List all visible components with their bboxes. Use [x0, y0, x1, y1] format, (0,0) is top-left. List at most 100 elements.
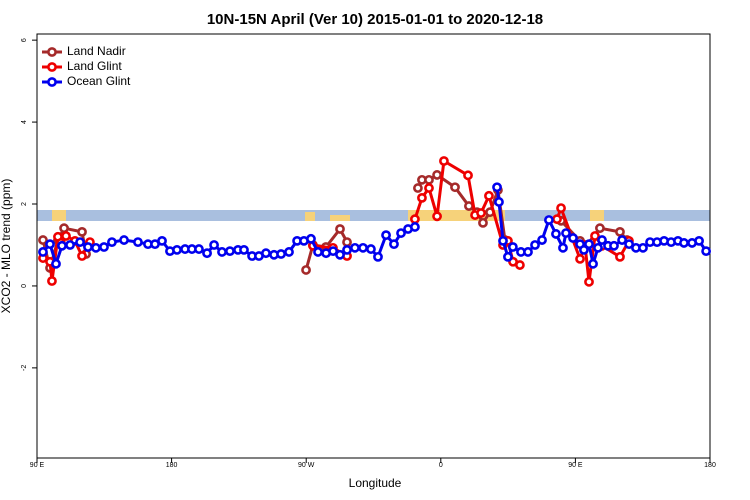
- plot-box: [36, 33, 711, 459]
- point: [579, 244, 589, 255]
- map-strip-land: [408, 210, 505, 221]
- point: [157, 235, 167, 246]
- point: [358, 242, 368, 253]
- point: [77, 226, 87, 237]
- point: [306, 233, 316, 244]
- point: [77, 251, 87, 261]
- point: [432, 170, 442, 180]
- point: [342, 237, 352, 248]
- x-tick-label: 90 E: [568, 462, 583, 469]
- point: [530, 240, 540, 250]
- point: [217, 247, 227, 257]
- point: [107, 237, 117, 248]
- point: [51, 258, 61, 269]
- point: [568, 233, 578, 243]
- point: [624, 239, 634, 250]
- point: [593, 242, 603, 253]
- point: [47, 276, 57, 286]
- point: [119, 235, 129, 245]
- point: [556, 203, 566, 214]
- legend-marker: [47, 77, 57, 87]
- point: [335, 224, 345, 234]
- y-tick-label: 6: [21, 38, 28, 42]
- point: [328, 246, 339, 257]
- map-strip-land: [305, 212, 315, 221]
- point: [575, 254, 585, 264]
- x-tick-label: 0: [439, 462, 443, 469]
- y-tick-label: 2: [21, 202, 28, 206]
- point: [558, 242, 568, 253]
- point: [498, 235, 508, 246]
- point: [537, 235, 547, 245]
- point: [615, 226, 625, 237]
- chart-title: 10N-15N April (Ver 10) 2015-01-01 to 202…: [207, 11, 543, 28]
- point: [494, 197, 504, 207]
- point: [75, 237, 85, 248]
- point: [276, 249, 286, 259]
- point: [410, 222, 420, 232]
- legend-label: Land Glint: [67, 59, 122, 73]
- point: [551, 229, 561, 239]
- legend-label: Ocean Glint: [67, 74, 131, 88]
- point: [417, 192, 427, 203]
- y-tick-label: 4: [21, 120, 28, 124]
- point: [597, 235, 607, 245]
- point: [638, 242, 648, 253]
- point: [507, 242, 518, 252]
- y-tick-label: 0: [21, 284, 28, 288]
- point: [450, 182, 460, 193]
- point: [209, 240, 219, 250]
- legend-label: Land Nadir: [67, 44, 126, 58]
- point: [439, 156, 449, 166]
- series-line: [42, 159, 631, 284]
- point: [83, 242, 93, 252]
- point: [284, 247, 294, 257]
- point: [396, 228, 406, 238]
- point: [584, 276, 594, 287]
- point: [478, 217, 488, 228]
- point: [463, 170, 473, 181]
- y-axis-label: XCO2 - MLO trend (ppm): [0, 179, 13, 314]
- point: [590, 231, 600, 241]
- point: [342, 244, 352, 255]
- point: [65, 240, 75, 250]
- map-strip-land: [52, 210, 66, 221]
- point: [172, 244, 182, 255]
- point: [373, 251, 383, 262]
- point: [410, 214, 420, 225]
- x-tick-label: 180: [166, 462, 178, 469]
- point: [133, 237, 143, 248]
- point: [91, 242, 101, 253]
- point: [194, 244, 204, 254]
- point: [413, 183, 423, 193]
- point: [515, 260, 525, 270]
- point: [57, 240, 67, 251]
- point: [45, 239, 55, 250]
- x-tick-label: 90 E: [30, 462, 45, 469]
- point: [424, 174, 434, 185]
- point: [225, 246, 235, 257]
- point: [239, 244, 249, 255]
- point: [595, 223, 605, 234]
- point: [561, 228, 571, 238]
- point: [584, 239, 594, 250]
- point: [261, 248, 271, 259]
- point: [484, 190, 494, 201]
- x-tick-label: 90 W: [298, 462, 315, 469]
- point: [38, 235, 48, 245]
- point: [694, 235, 704, 246]
- point: [609, 240, 619, 251]
- point: [615, 251, 625, 262]
- point: [588, 258, 598, 269]
- point: [59, 223, 69, 234]
- point: [492, 182, 502, 193]
- point: [38, 247, 48, 257]
- point: [476, 208, 486, 218]
- point: [617, 235, 627, 245]
- point: [202, 248, 212, 259]
- point: [389, 239, 399, 250]
- point: [464, 201, 474, 211]
- legend-marker: [47, 47, 57, 57]
- point: [301, 265, 311, 275]
- point: [366, 244, 376, 254]
